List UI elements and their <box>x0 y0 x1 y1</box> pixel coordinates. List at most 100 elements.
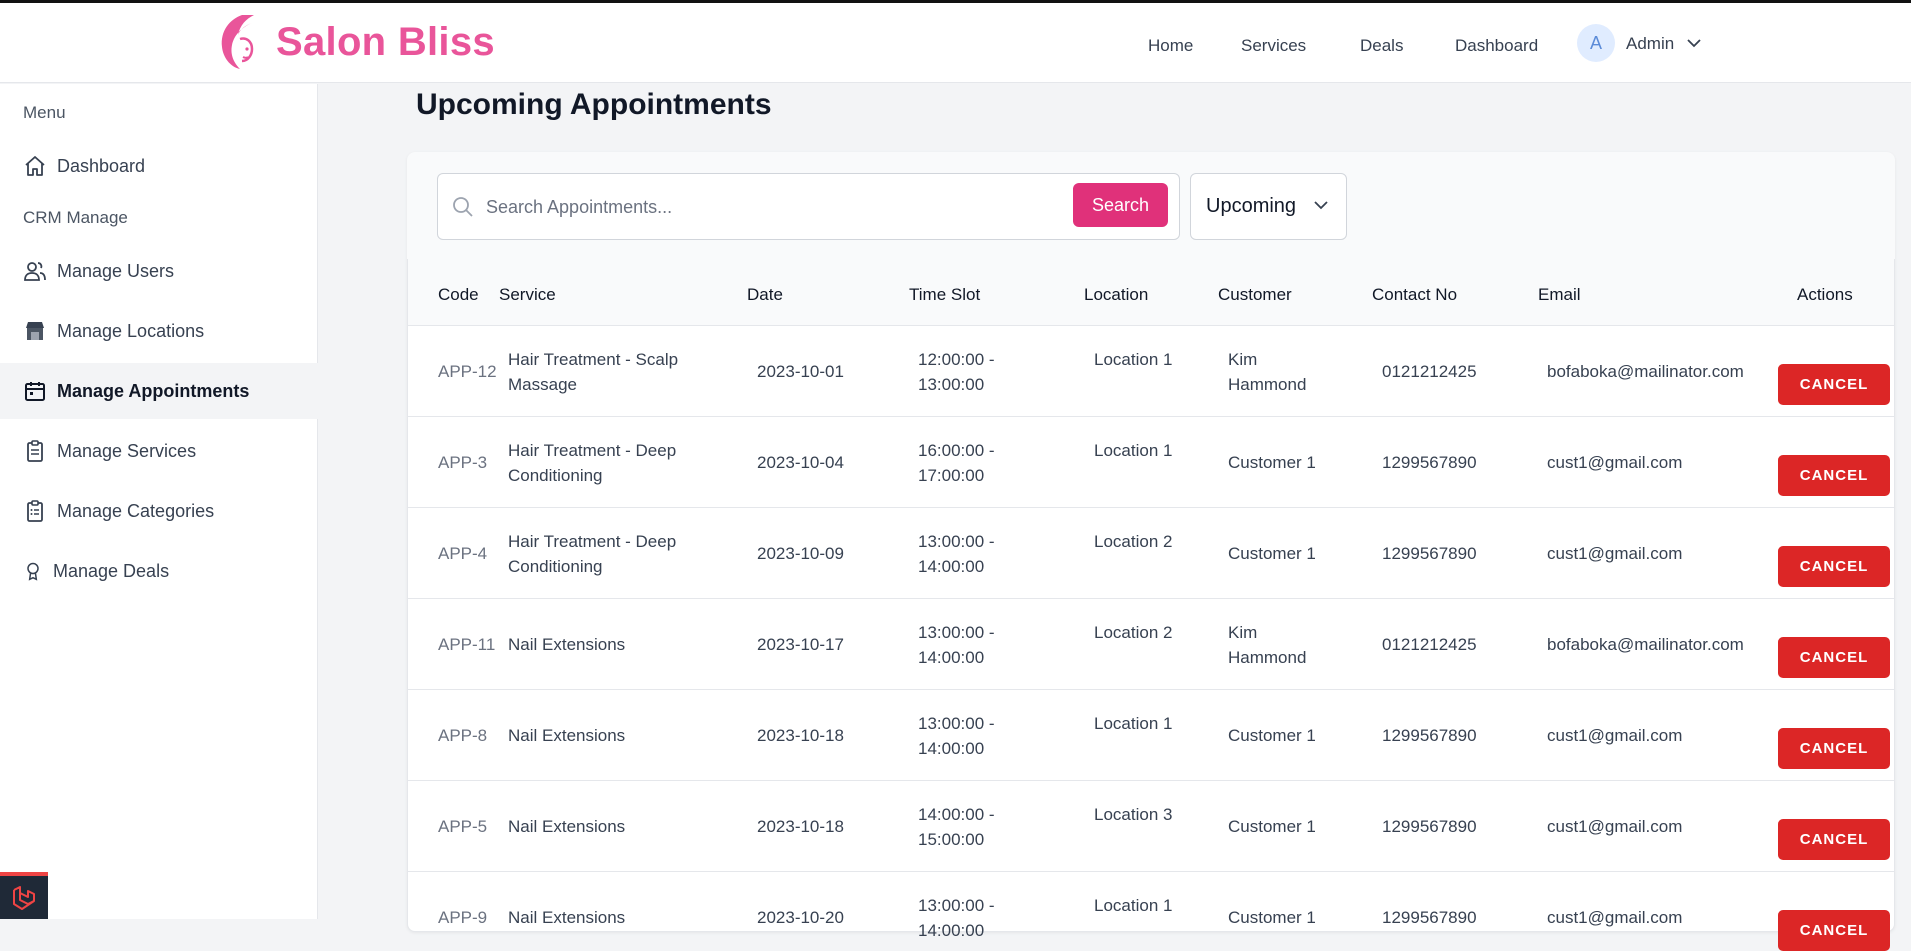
sidebar-item-label: Manage Categories <box>57 500 215 521</box>
sidebar-heading-crm: CRM Manage <box>23 208 128 227</box>
cell-contact: 1299567890 <box>1382 817 1477 836</box>
cancel-appointment-button[interactable]: CANCEL <box>1778 546 1890 587</box>
window-top-border <box>0 0 1911 3</box>
cancel-appointment-button[interactable]: CANCEL <box>1778 910 1890 951</box>
cell-service: Nail Extensions <box>508 726 626 745</box>
sidebar-item-services[interactable]: Manage Services <box>0 423 318 479</box>
sidebar-item-dashboard[interactable]: Dashboard <box>0 138 318 194</box>
table-row <box>408 689 1894 780</box>
cell-time-slot: 14:00:00 - 15:00:00 <box>918 805 995 849</box>
cell-customer: Kim Hammond <box>1228 623 1307 667</box>
cell-date: 2023-10-04 <box>757 453 844 472</box>
user-menu-name[interactable]: Admin <box>1626 34 1675 53</box>
sidebar-item-appointments[interactable]: Manage Appointments <box>0 363 318 419</box>
cell-email: cust1@gmail.com <box>1547 817 1683 836</box>
nav-dashboard-link[interactable]: Dashboard <box>1455 36 1539 55</box>
cell-time-slot: 12:00:00 - 13:00:00 <box>918 350 995 394</box>
sidebar-item-locations[interactable]: Manage Locations <box>0 303 318 359</box>
cell-customer: Customer 1 <box>1228 726 1316 745</box>
cancel-appointment-button[interactable]: CANCEL <box>1778 637 1890 678</box>
table-header <box>408 259 1894 325</box>
cell-code: APP-9 <box>438 908 488 927</box>
cell-location: Location 1 <box>1094 441 1173 460</box>
table-row <box>408 598 1894 689</box>
cancel-appointment-button[interactable]: CANCEL <box>1778 728 1890 769</box>
avatar[interactable]: A <box>1577 24 1615 62</box>
column-header-code: Code <box>438 285 479 304</box>
cancel-appointment-button[interactable]: CANCEL <box>1778 819 1890 860</box>
cell-date: 2023-10-01 <box>757 362 844 381</box>
cell-contact: 1299567890 <box>1382 726 1477 745</box>
calendar-icon <box>23 379 47 403</box>
cell-email: cust1@gmail.com <box>1547 453 1683 472</box>
sidebar-item-label: Manage Services <box>57 440 197 461</box>
nav-deals-link[interactable]: Deals <box>1360 36 1404 55</box>
cell-service: Nail Extensions <box>508 817 626 836</box>
cell-customer: Customer 1 <box>1228 544 1316 563</box>
status-filter-select[interactable]: Upcoming <box>1190 173 1347 240</box>
content-gutter <box>319 84 382 919</box>
sidebar-item-deals[interactable]: Manage Deals <box>0 543 318 599</box>
nav-home-link[interactable]: Home <box>1148 36 1194 55</box>
table-row <box>408 416 1894 507</box>
column-header-actions: Actions <box>1797 285 1853 304</box>
cell-code: APP-4 <box>438 544 488 563</box>
cell-date: 2023-10-09 <box>757 544 844 563</box>
sidebar-item-label: Manage Appointments <box>57 380 250 401</box>
search-button[interactable]: Search <box>1073 183 1168 227</box>
cell-contact: 1299567890 <box>1382 544 1477 563</box>
sidebar-item-users[interactable]: Manage Users <box>0 243 318 299</box>
column-header-location: Location <box>1084 285 1149 304</box>
column-header-date: Date <box>747 285 783 304</box>
column-header-time-slot: Time Slot <box>909 285 981 304</box>
home-icon <box>23 154 47 178</box>
search-icon <box>453 197 473 217</box>
sidebar-item-categories[interactable]: Manage Categories <box>0 483 318 539</box>
cell-location: Location 2 <box>1094 623 1173 642</box>
cell-contact: 0121212425 <box>1382 362 1477 381</box>
cell-location: Location 3 <box>1094 805 1173 824</box>
salon-logo-icon <box>221 15 254 69</box>
cell-customer: Customer 1 <box>1228 817 1316 836</box>
column-header-email: Email <box>1538 285 1581 304</box>
clipboard-icon <box>23 439 47 463</box>
cell-location: Location 2 <box>1094 532 1173 551</box>
cell-email: cust1@gmail.com <box>1547 908 1683 927</box>
brand[interactable]: Salon Bliss <box>212 11 495 73</box>
cell-time-slot: 13:00:00 - 14:00:00 <box>918 896 995 940</box>
cell-customer: Customer 1 <box>1228 908 1316 927</box>
sidebar-item-label: Manage Deals <box>53 560 170 581</box>
table-row <box>408 871 1894 919</box>
cell-email: bofaboka@mailinator.com <box>1547 362 1744 381</box>
cell-time-slot: 13:00:00 - 14:00:00 <box>918 623 995 667</box>
chevron-down-icon[interactable] <box>1686 37 1702 49</box>
framework-debug-badge[interactable] <box>0 872 48 919</box>
sidebar-item-label: Dashboard <box>57 155 146 176</box>
sidebar-heading-menu: Menu <box>23 103 66 122</box>
chevron-down-icon[interactable] <box>1313 199 1329 211</box>
search-input[interactable] <box>484 190 1064 224</box>
cancel-appointment-button[interactable]: CANCEL <box>1778 455 1890 496</box>
cell-date: 2023-10-17 <box>757 635 844 654</box>
cell-service: Hair Treatment - Deep Conditioning <box>508 441 677 485</box>
nav-services-link[interactable]: Services <box>1241 36 1307 55</box>
cell-service: Hair Treatment - Deep Conditioning <box>508 532 677 576</box>
cell-time-slot: 13:00:00 - 14:00:00 <box>918 714 995 758</box>
page-title: Upcoming Appointments <box>416 88 772 121</box>
cell-code: APP-8 <box>438 726 488 745</box>
cancel-appointment-button[interactable]: CANCEL <box>1778 364 1890 405</box>
brand-name: Salon Bliss <box>276 19 495 64</box>
cell-service: Nail Extensions <box>508 908 626 927</box>
cell-service: Nail Extensions <box>508 635 626 654</box>
cell-location: Location 1 <box>1094 714 1173 733</box>
badge-icon <box>23 559 43 583</box>
cell-email: cust1@gmail.com <box>1547 726 1683 745</box>
cell-contact: 1299567890 <box>1382 908 1477 927</box>
cell-date: 2023-10-20 <box>757 908 844 927</box>
store-icon <box>23 319 47 343</box>
top-header: Salon Bliss Home Services Deals Dashboar… <box>0 3 1911 83</box>
column-header-customer: Customer <box>1218 285 1292 304</box>
column-header-service: Service <box>499 285 556 304</box>
cell-date: 2023-10-18 <box>757 817 844 836</box>
table-row <box>408 507 1894 598</box>
